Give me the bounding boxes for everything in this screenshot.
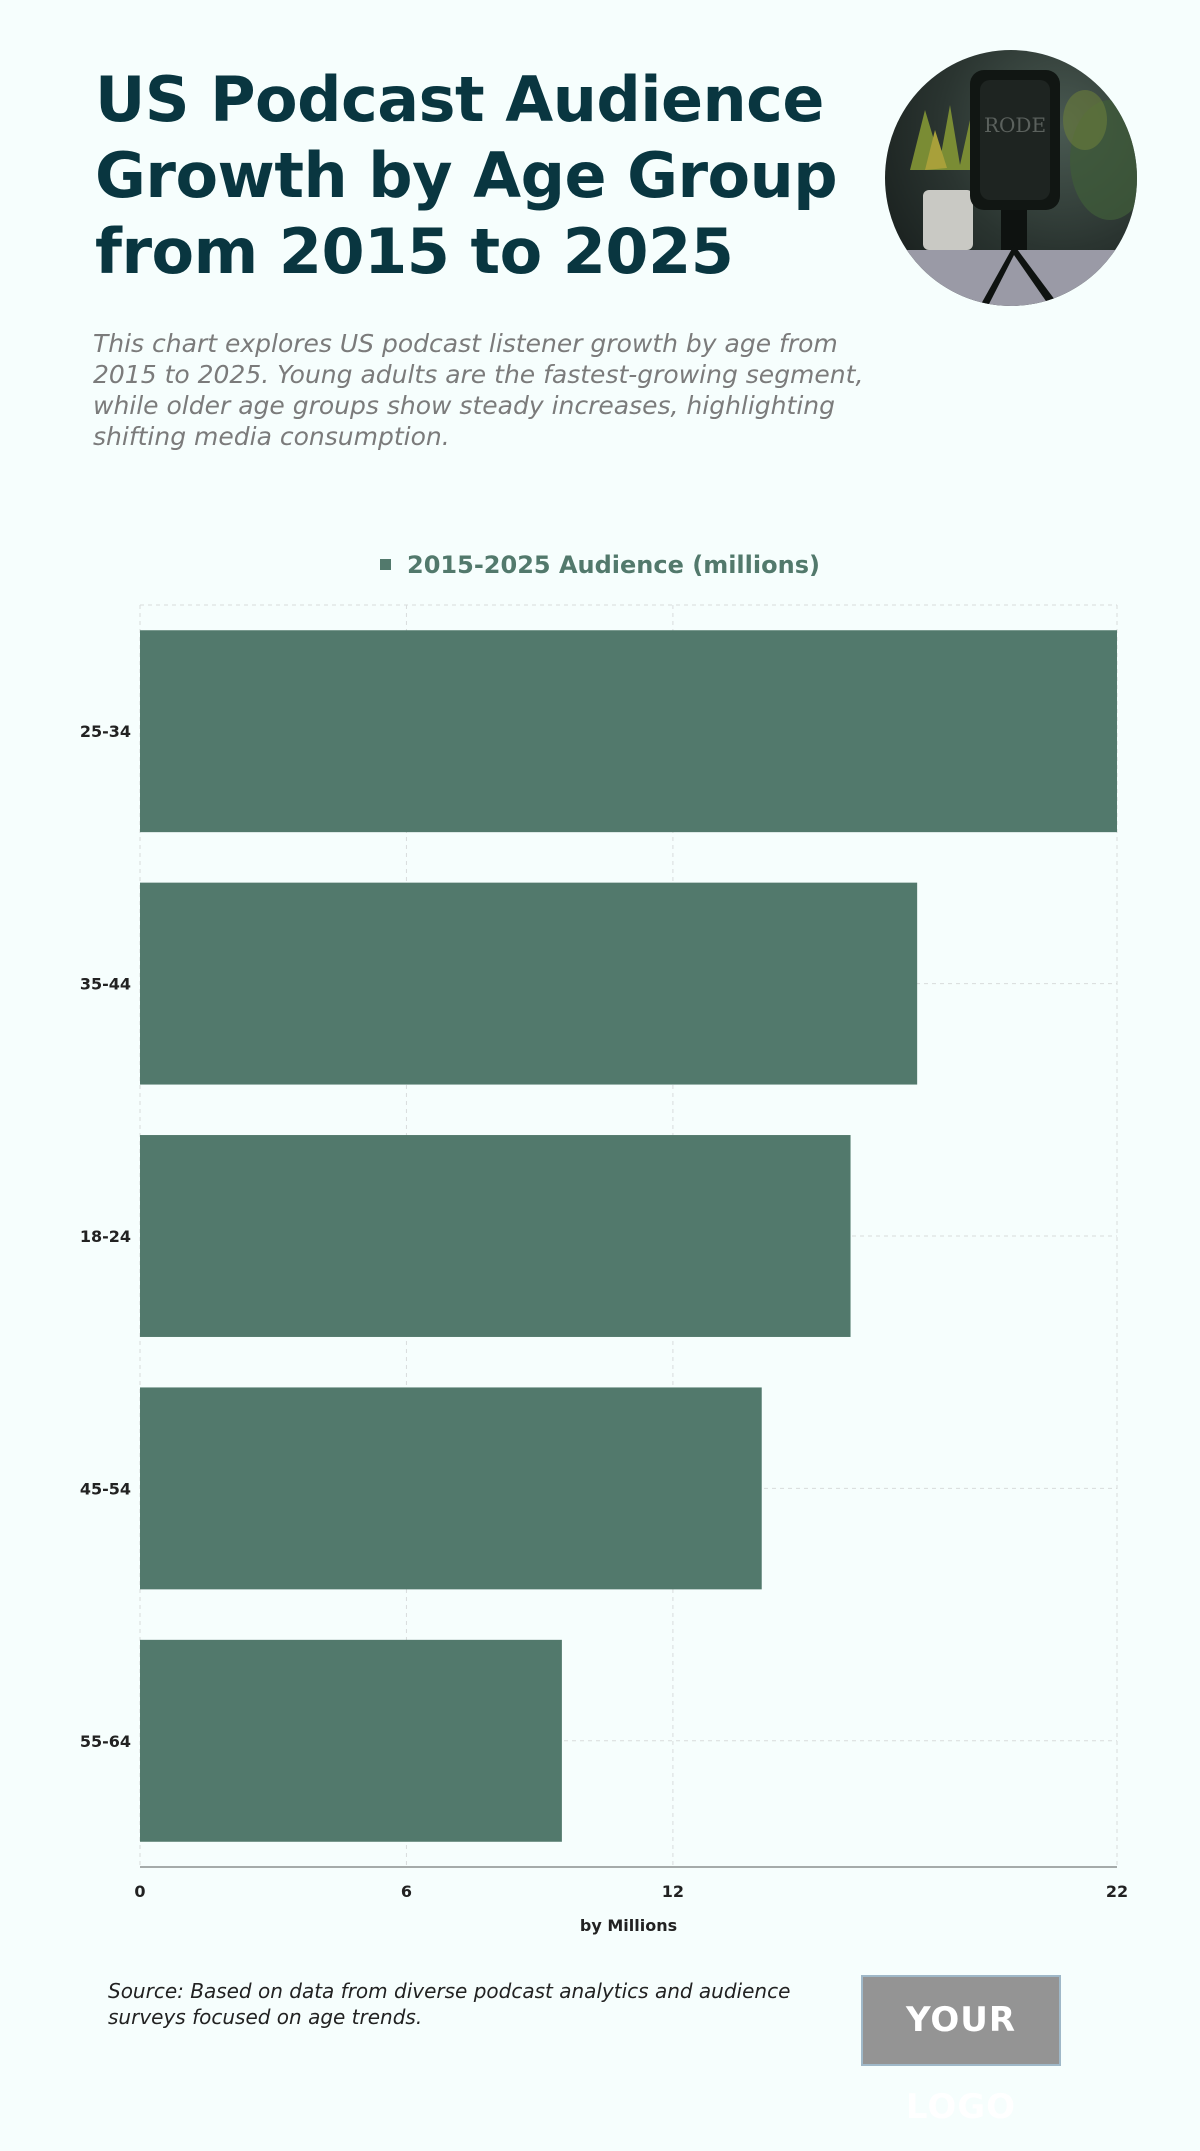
category-label: 55-64 (80, 1732, 131, 1751)
bar-35-44 (140, 882, 918, 1085)
category-label: 35-44 (80, 975, 131, 994)
x-tick-label: 0 (134, 1882, 145, 1901)
svg-text:RODE: RODE (984, 113, 1046, 137)
category-label: 45-54 (80, 1479, 131, 1498)
microphone-icon: RODE (885, 50, 1137, 306)
bar-45-54 (140, 1387, 762, 1590)
x-tick-label: 12 (662, 1882, 684, 1901)
microphone-photo: RODE (885, 50, 1137, 306)
x-tick-label: 22 (1106, 1882, 1128, 1901)
bars (140, 630, 1117, 1842)
chart-legend: 2015-2025 Audience (millions) (0, 551, 1200, 579)
bar-chart: 25-34 35-44 18-24 45-54 55-64 0 6 12 22 by Millio… (80, 604, 1128, 1935)
x-axis-title: by Millions (580, 1916, 677, 1935)
x-tick-label: 6 (401, 1882, 412, 1901)
legend-swatch (380, 559, 392, 570)
bar-25-34 (140, 630, 1117, 833)
category-label: 18-24 (80, 1227, 131, 1246)
chart-title: US Podcast Audience Growth by Age Group … (95, 63, 838, 288)
legend-label: 2015-2025 Audience (millions) (407, 551, 820, 579)
logo-placeholder: YOUR LOGO (861, 1975, 1061, 2127)
source-note: Source: Based on data from diverse podca… (108, 1979, 791, 2029)
axes: 25-34 35-44 18-24 45-54 55-64 0 6 12 22 by Millio… (80, 722, 1128, 1935)
bar-18-24 (140, 1135, 851, 1337)
bar-55-64 (140, 1639, 562, 1842)
category-label: 25-34 (80, 722, 131, 741)
chart-subtitle: This chart explores US podcast listener … (93, 329, 864, 451)
